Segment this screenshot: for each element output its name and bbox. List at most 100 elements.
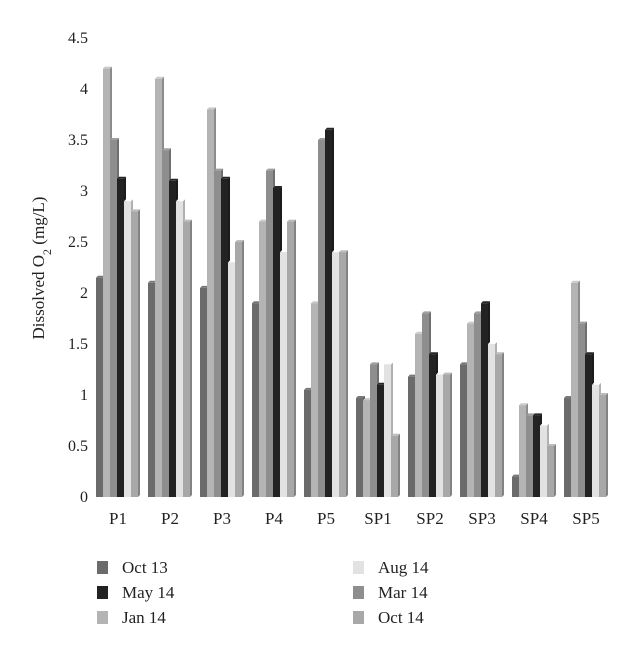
y-tick-label: 1 bbox=[80, 387, 88, 404]
bar-front bbox=[318, 140, 325, 497]
bar-top bbox=[131, 209, 140, 212]
bar-top bbox=[415, 331, 424, 334]
y-axis-title-text: Dissolved O2 (mg/L) bbox=[29, 197, 54, 340]
legend-label: May 14 bbox=[122, 583, 175, 602]
bar-side bbox=[502, 352, 504, 497]
bar-front bbox=[578, 323, 585, 497]
bar-top bbox=[512, 474, 521, 477]
x-tick-label: SP1 bbox=[364, 509, 391, 528]
bar-front bbox=[599, 395, 606, 497]
bar-front bbox=[460, 364, 467, 497]
bar-front bbox=[356, 398, 363, 497]
x-axis-labels: P1 P2 P3 P4 P5 SP1 SP2 SP3 SP4 SP5 bbox=[109, 509, 600, 528]
bar-front bbox=[533, 415, 540, 497]
bar-front bbox=[547, 446, 554, 497]
x-tick-label: P5 bbox=[317, 509, 335, 528]
bar-front bbox=[415, 333, 422, 497]
bar-side bbox=[346, 250, 348, 497]
bar-front bbox=[564, 398, 571, 497]
bar-side bbox=[606, 393, 608, 497]
y-axis-ticks: 0 0.5 1 1.5 2 2.5 3 3.5 4 4.5 bbox=[68, 30, 88, 506]
bar-front bbox=[103, 68, 110, 497]
bar-top bbox=[443, 372, 452, 375]
bar-top bbox=[488, 342, 497, 344]
bar-top bbox=[318, 138, 327, 140]
y-tick-label: 1.5 bbox=[68, 336, 88, 353]
bar-side bbox=[450, 372, 452, 497]
bar-front bbox=[467, 323, 474, 497]
bar-front bbox=[526, 415, 533, 497]
bar-front bbox=[155, 78, 162, 498]
bar-top bbox=[96, 275, 105, 278]
bar-front bbox=[370, 364, 377, 497]
bar-top bbox=[429, 352, 438, 355]
y-tick-label: 2 bbox=[80, 285, 88, 302]
bar-top bbox=[110, 138, 119, 140]
bar-top bbox=[339, 250, 348, 253]
bar-front bbox=[200, 287, 207, 497]
x-tick-label: SP2 bbox=[416, 509, 443, 528]
bar-top bbox=[103, 66, 112, 69]
bar-front bbox=[183, 221, 190, 497]
bar-top bbox=[124, 199, 133, 202]
y-tick-label: 4.5 bbox=[68, 30, 88, 47]
bar-top bbox=[356, 396, 365, 399]
bar-top bbox=[148, 280, 157, 283]
bar-top bbox=[408, 374, 417, 377]
legend-label: Aug 14 bbox=[378, 558, 429, 577]
bar bbox=[391, 433, 400, 497]
bar-front bbox=[585, 354, 592, 497]
bar-top bbox=[585, 352, 594, 355]
bar-top bbox=[325, 127, 334, 130]
bar-side bbox=[398, 433, 400, 497]
bar bbox=[339, 250, 348, 497]
bar-top bbox=[228, 260, 237, 263]
bar-front bbox=[391, 435, 398, 497]
bar-front bbox=[495, 354, 502, 497]
legend-swatch bbox=[353, 611, 364, 624]
bar-front bbox=[519, 405, 526, 497]
x-tick-label: SP5 bbox=[572, 509, 599, 528]
x-tick-label: P4 bbox=[265, 509, 283, 528]
bar-top bbox=[481, 301, 490, 304]
bar-front bbox=[117, 178, 124, 497]
bar-top bbox=[460, 362, 469, 365]
bar bbox=[131, 209, 140, 497]
y-tick-label: 4 bbox=[80, 81, 88, 98]
bar-front bbox=[207, 109, 214, 498]
bar bbox=[183, 219, 192, 497]
bar-top bbox=[592, 382, 601, 385]
bar-front bbox=[384, 364, 391, 497]
bar-top bbox=[221, 176, 230, 179]
bar-top bbox=[436, 372, 445, 375]
bar-front bbox=[131, 211, 138, 497]
bar-front bbox=[273, 187, 280, 497]
legend-label: Oct 13 bbox=[122, 558, 168, 577]
bar-top bbox=[540, 423, 549, 426]
legend-swatch bbox=[353, 561, 364, 574]
bar-front bbox=[169, 180, 176, 498]
legend: Oct 13 May 14 Jan 14 Aug 14 Mar 14 Oct 14 bbox=[97, 558, 429, 627]
bar-top bbox=[519, 403, 528, 406]
x-tick-label: P1 bbox=[109, 509, 127, 528]
bar bbox=[235, 240, 244, 497]
bar-top bbox=[304, 387, 313, 390]
bar bbox=[443, 372, 452, 497]
bar bbox=[287, 219, 296, 497]
legend-swatch bbox=[97, 611, 108, 624]
legend-label: Jan 14 bbox=[122, 608, 166, 627]
bar-top bbox=[287, 219, 296, 222]
bar-top bbox=[214, 168, 223, 171]
bar-top bbox=[311, 301, 320, 304]
bar-front bbox=[214, 170, 221, 497]
legend-label: Mar 14 bbox=[378, 583, 428, 602]
bar-front bbox=[571, 282, 578, 497]
y-tick-label: 0.5 bbox=[68, 438, 88, 455]
bar-front bbox=[162, 150, 169, 497]
y-tick-label: 3 bbox=[80, 183, 88, 200]
bar-front bbox=[124, 201, 131, 497]
bar-side bbox=[294, 219, 296, 497]
bar-top bbox=[571, 280, 580, 283]
bar-front bbox=[512, 476, 519, 497]
